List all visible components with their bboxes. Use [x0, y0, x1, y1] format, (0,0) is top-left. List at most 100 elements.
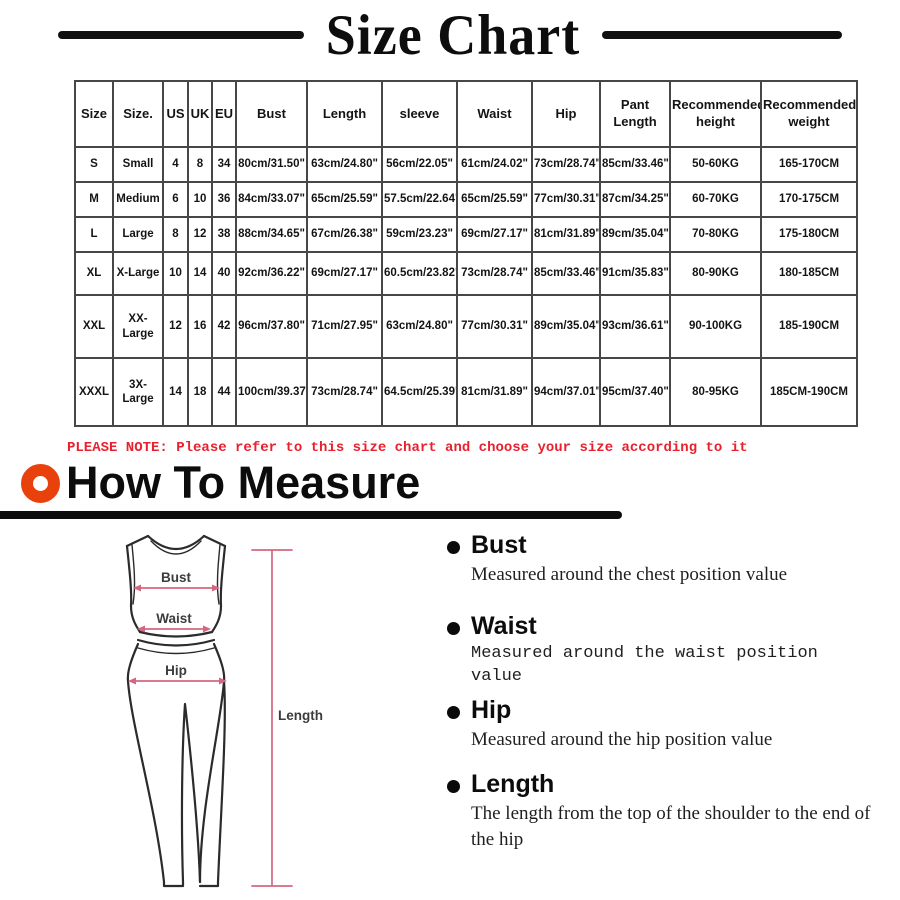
heading-underline: [0, 511, 622, 519]
measure-item-length: Length The length from the top of the sh…: [442, 770, 870, 852]
measure-item-title: Hip: [471, 696, 512, 724]
figure-length-label: Length: [278, 708, 323, 723]
table-cell: 81cm/31.89": [456, 357, 533, 427]
how-to-measure-heading: How To Measure: [66, 457, 421, 508]
table-row: S Small 4 8 34 80cm/31.50" 63cm/24.80" 56cm/22.…: [74, 146, 858, 183]
table-cell: 10: [187, 181, 213, 218]
table-cell: 40: [211, 251, 237, 296]
table-cell: XXXL: [74, 357, 114, 427]
column-header: Size: [74, 80, 114, 148]
table-cell: 64.5cm/25.39": [381, 357, 458, 427]
table-cell: 185-190CM: [760, 294, 858, 359]
table-cell: 14: [162, 357, 189, 427]
table-cell: Small: [112, 146, 164, 183]
measurement-figure: Bust Waist Hip Length: [88, 520, 350, 900]
table-cell: 73cm/28.74": [306, 357, 383, 427]
table-cell: L: [74, 216, 114, 253]
measure-item-desc: Measured around the hip position value: [471, 729, 773, 750]
table-cell: 165-170CM: [760, 146, 858, 183]
column-header: EU: [211, 80, 237, 148]
measure-item-hip: Hip Measured around the hip position val…: [442, 696, 862, 753]
column-header: Recommended weight: [760, 80, 858, 148]
table-cell: 95cm/37.40": [599, 357, 671, 427]
bullet-icon: [447, 541, 460, 554]
column-header: Hip: [531, 80, 601, 148]
column-header: Waist: [456, 80, 533, 148]
table-cell: 185CM-190CM: [760, 357, 858, 427]
table-cell: Large: [112, 216, 164, 253]
table-cell: 71cm/27.95": [306, 294, 383, 359]
column-header: Pant Length: [599, 80, 671, 148]
table-cell: 89cm/35.04": [531, 294, 601, 359]
page-header: Size Chart: [0, 3, 900, 67]
table-cell: 70-80KG: [669, 216, 762, 253]
table-cell: 69cm/27.17": [456, 216, 533, 253]
table-cell: XXL: [74, 294, 114, 359]
bullet-icon: [447, 622, 460, 635]
table-cell: 94cm/37.01": [531, 357, 601, 427]
table-cell: 90-100KG: [669, 294, 762, 359]
column-header: UK: [187, 80, 213, 148]
table-cell: X-Large: [112, 251, 164, 296]
table-cell: M: [74, 181, 114, 218]
bullet-icon: [447, 706, 460, 719]
measure-item-desc: Measured around the waist position value: [471, 644, 818, 686]
table-cell: 18: [187, 357, 213, 427]
table-cell: 80-90KG: [669, 251, 762, 296]
table-cell: 85cm/33.46": [599, 146, 671, 183]
table-cell: 10: [162, 251, 189, 296]
table-cell: 56cm/22.05": [381, 146, 458, 183]
column-header: sleeve: [381, 80, 458, 148]
table-row: XXXL 3X-Large 14 18 44 100cm/39.37" 73cm/28.74…: [74, 357, 858, 427]
table-cell: 65cm/25.59": [306, 181, 383, 218]
table-cell: 67cm/26.38": [306, 216, 383, 253]
column-header: Recommended height: [669, 80, 762, 148]
table-cell: 77cm/30.31": [456, 294, 533, 359]
table-cell: 42: [211, 294, 237, 359]
table-cell: 59cm/23.23": [381, 216, 458, 253]
table-cell: Medium: [112, 181, 164, 218]
table-cell: 60.5cm/23.82": [381, 251, 458, 296]
table-cell: 6: [162, 181, 189, 218]
measure-item-title: Length: [471, 770, 555, 798]
table-cell: 73cm/28.74": [531, 146, 601, 183]
table-cell: 77cm/30.31": [531, 181, 601, 218]
table-cell: 57.5cm/22.64": [381, 181, 458, 218]
column-header: US: [162, 80, 189, 148]
table-cell: 93cm/36.61": [599, 294, 671, 359]
table-cell: 8: [187, 146, 213, 183]
table-row: L Large 8 12 38 88cm/34.65" 67cm/26.38" 59cm/23…: [74, 216, 858, 253]
table-cell: 65cm/25.59": [456, 181, 533, 218]
table-cell: 3X-Large: [112, 357, 164, 427]
table-cell: 34: [211, 146, 237, 183]
table-header-row: Size Size. US UK EU Bust Length sleeve Waist Hip P…: [74, 80, 858, 148]
table-row: XL X-Large 10 14 40 92cm/36.22" 69cm/27.17" 60.…: [74, 251, 858, 296]
table-cell: 96cm/37.80": [235, 294, 308, 359]
bullet-icon: [447, 780, 460, 793]
table-cell: 38: [211, 216, 237, 253]
column-header: Length: [306, 80, 383, 148]
table-cell: 80-95KG: [669, 357, 762, 427]
title-rule-left: [57, 31, 304, 39]
table-cell: 4: [162, 146, 189, 183]
table-cell: 80cm/31.50": [235, 146, 308, 183]
figure-hip-label: Hip: [165, 663, 187, 678]
table-cell: 44: [211, 357, 237, 427]
measure-item-desc: Measured around the chest position value: [471, 564, 788, 585]
table-cell: 73cm/28.74": [456, 251, 533, 296]
table-cell: 36: [211, 181, 237, 218]
table-cell: 100cm/39.37": [235, 357, 308, 427]
column-header: Size.: [112, 80, 164, 148]
table-cell: 16: [187, 294, 213, 359]
measure-item-title: Waist: [471, 612, 537, 640]
table-cell: XX-Large: [112, 294, 164, 359]
title-rule-right: [602, 31, 843, 39]
page-title: Size Chart: [325, 3, 581, 67]
table-cell: 87cm/34.25": [599, 181, 671, 218]
table-cell: 8: [162, 216, 189, 253]
table-cell: 170-175CM: [760, 181, 858, 218]
measure-item-waist: Waist Measured around the waist position…: [442, 612, 862, 689]
table-cell: 63cm/24.80": [306, 146, 383, 183]
figure-bust-label: Bust: [161, 570, 192, 585]
table-cell: 84cm/33.07": [235, 181, 308, 218]
